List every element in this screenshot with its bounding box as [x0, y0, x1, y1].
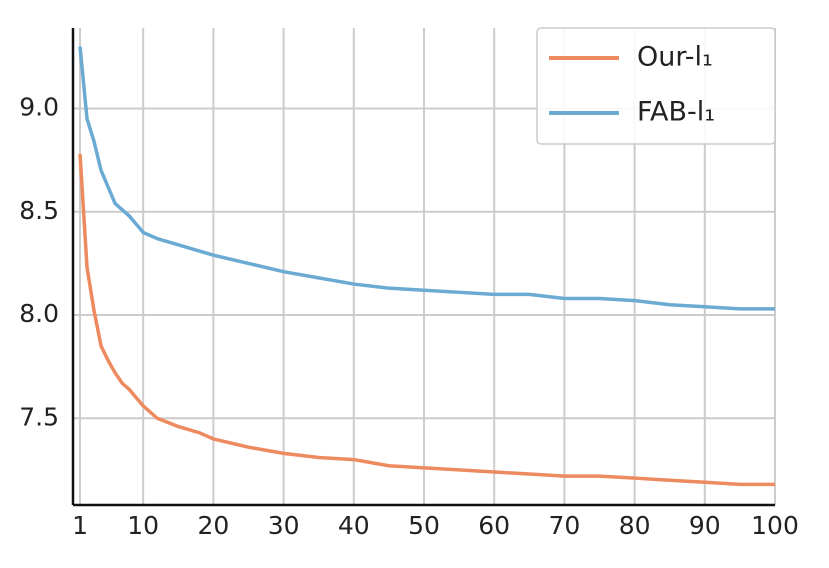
x-tick-label: 70 [548, 511, 580, 540]
y-tick-label: 8.0 [19, 299, 59, 328]
legend-label: Our-l₁ [637, 42, 713, 73]
x-tick-label: 20 [197, 511, 229, 540]
x-tick-label: 60 [478, 511, 510, 540]
x-tick-label: 100 [751, 511, 799, 540]
x-tick-label: 30 [268, 511, 300, 540]
x-tick-label: 90 [689, 511, 721, 540]
y-tick-label: 7.5 [19, 402, 59, 431]
data-line [78, 46, 775, 311]
x-tick-label: 40 [338, 511, 370, 540]
x-tick-label: 80 [619, 511, 651, 540]
data-line [78, 153, 775, 487]
x-tick-label: 10 [127, 511, 159, 540]
legend: Our-l₁ FAB-l₁ [536, 27, 776, 145]
y-tick-label: 8.5 [19, 196, 59, 225]
y-tick-label: 9.0 [19, 93, 59, 122]
legend-label: FAB-l₁ [637, 97, 715, 128]
x-tick-label: 50 [408, 511, 440, 540]
x-tick-label: 1 [72, 511, 88, 540]
